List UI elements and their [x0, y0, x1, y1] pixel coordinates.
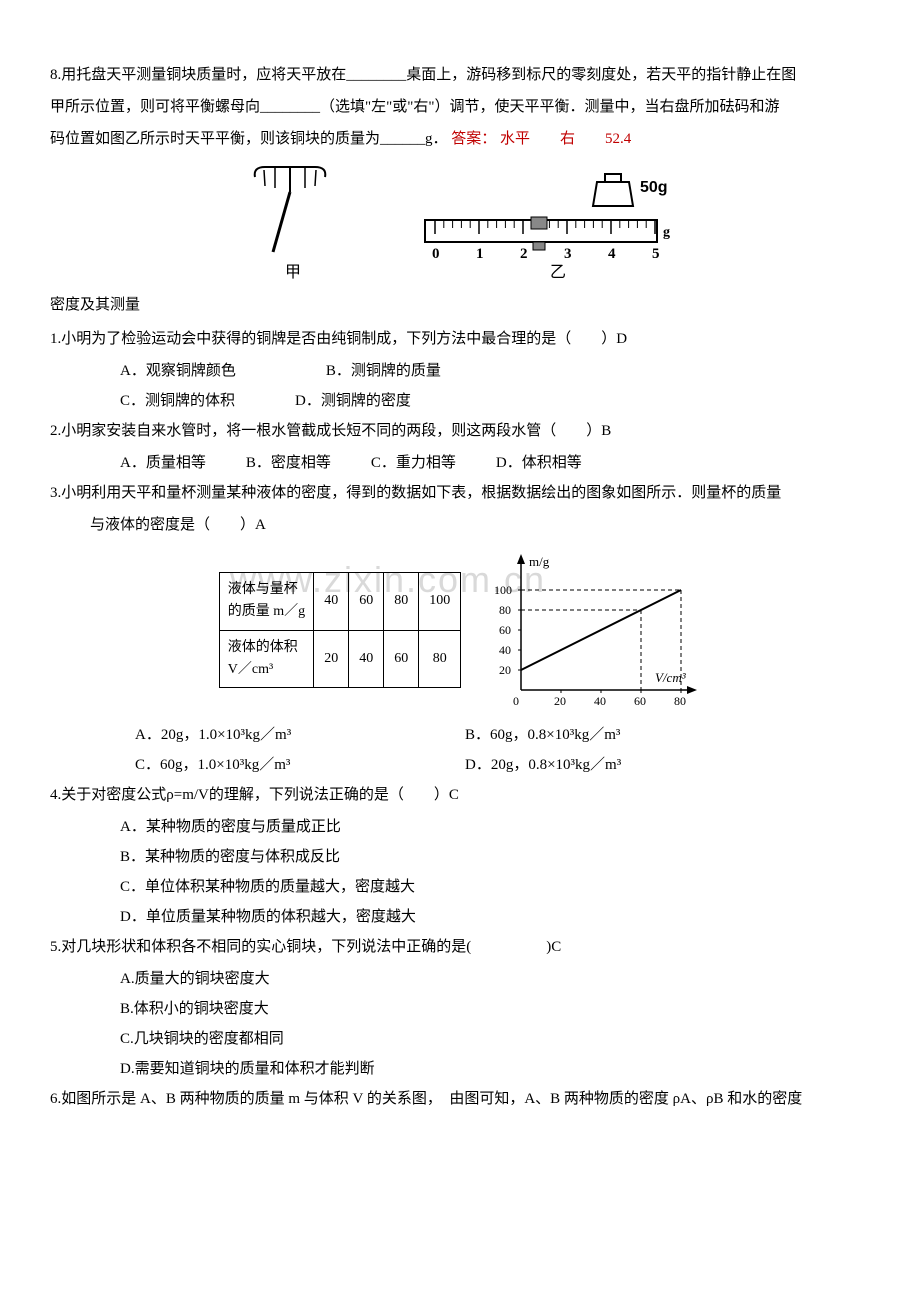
- s2q1-optC: C．测铜牌的体积: [120, 386, 235, 416]
- s2q3-optB: B．60g，0.8×10³kg／m³: [465, 720, 620, 750]
- s2q5-optB: B.体积小的铜块密度大: [50, 994, 870, 1024]
- s2q5-line: 5.对几块形状和体积各不相同的实心铜块，下列说法中正确的是( )C: [50, 932, 870, 962]
- s2q3-line: 3.小明利用天平和量杯测量某种液体的密度，得到的数据如下表，根据数据绘出的图象如…: [50, 478, 870, 508]
- s2q3-opts-cd: C．60g，1.0×10³kg／m³ D．20g，0.8×10³kg／m³: [50, 750, 870, 780]
- data-table: 液体与量杯 的质量 m／g 40 60 80 100 液体的体积 V／cm³ 2…: [219, 572, 461, 689]
- weight-label: 50g: [640, 179, 668, 196]
- ytick-60: 60: [499, 623, 511, 637]
- q8-line-c: 码位置如图乙所示时天平平衡，则该铜块的质量为______g． 答案： 水平 右 …: [50, 124, 870, 154]
- table-r2c3: 60: [384, 630, 419, 688]
- table-row2-label: 液体的体积 V／cm³: [219, 630, 313, 688]
- ytick-20: 20: [499, 663, 511, 677]
- ruler-tick-2: 2: [520, 246, 528, 262]
- figure-jia: 甲: [235, 162, 345, 282]
- ruler-tick-4: 4: [608, 246, 616, 262]
- table-r2c4: 80: [419, 630, 461, 688]
- s2q5-optC: C.几块铜块的密度都相同: [50, 1024, 870, 1054]
- figure-row-1: 甲 50g 0 1 2 3 4: [50, 162, 870, 282]
- section2-title: 密度及其测量: [50, 290, 870, 320]
- ruler-tick-0: 0: [432, 246, 440, 262]
- origin-0: 0: [513, 694, 519, 708]
- ruler-tick-5: 5: [652, 246, 660, 262]
- ytick-40: 40: [499, 643, 511, 657]
- s2q6-line: 6.如图所示是 A、B 两种物质的质量 m 与体积 V 的关系图， 由图可知，A…: [50, 1084, 870, 1114]
- q8-line-a: 8.用托盘天平测量铜块质量时，应将天平放在________桌面上，游码移到标尺的…: [50, 60, 870, 90]
- jia-label: 甲: [285, 264, 301, 281]
- s2q3-line2: 与液体的密度是（ ）A: [50, 510, 870, 540]
- row2-label-b: V／cm³: [228, 662, 273, 677]
- table-chart-row: 液体与量杯 的质量 m／g 40 60 80 100 液体的体积 V／cm³ 2…: [50, 550, 870, 710]
- s2q1-optB: B．测铜牌的质量: [326, 356, 441, 386]
- s2q3-opts-ab: A．20g，1.0×10³kg／m³ B．60g，0.8×10³kg／m³: [50, 720, 870, 750]
- s2q2-opts: A．质量相等 B．密度相等 C．重力相等 D．体积相等: [50, 448, 870, 478]
- table-r2c1: 20: [314, 630, 349, 688]
- s2q3-optA: A．20g，1.0×10³kg／m³: [135, 720, 465, 750]
- q8-line-b: 甲所示位置，则可将平衡螺母向________（选填"左"或"右"）调节，使天平平…: [50, 92, 870, 122]
- s2q1-optD: D．测铜牌的密度: [295, 386, 411, 416]
- s2q4-optC: C．单位体积某种物质的质量越大，密度越大: [50, 872, 870, 902]
- s2q2-optA: A．质量相等: [120, 448, 206, 478]
- s2q1-opts-cd: C．测铜牌的体积 D．测铜牌的密度: [50, 386, 870, 416]
- xtick-60: 60: [634, 694, 646, 708]
- s2q4-optD: D．单位质量某种物质的体积越大，密度越大: [50, 902, 870, 932]
- s2q2-optB: B．密度相等: [246, 448, 331, 478]
- table-r1c4: 100: [419, 572, 461, 630]
- s2q5-optD: D.需要知道铜块的质量和体积才能判断: [50, 1054, 870, 1084]
- s2q3-optC: C．60g，1.0×10³kg／m³: [135, 750, 465, 780]
- q8-answer-label: 答案：: [451, 131, 496, 147]
- yi-label: 乙: [550, 264, 566, 281]
- ruler-tick-3: 3: [564, 246, 572, 262]
- row2-label-a: 液体的体积: [228, 640, 298, 655]
- s2q2-optD: D．体积相等: [496, 448, 582, 478]
- q8-line-c-prefix: 码位置如图乙所示时天平平衡，则该铜块的质量为______g．: [50, 131, 448, 147]
- s2q1-opts-ab: A．观察铜牌颜色 B．测铜牌的质量: [50, 356, 870, 386]
- s2q4-optA: A．某种物质的密度与质量成正比: [50, 812, 870, 842]
- table-r1c1: 40: [314, 572, 349, 630]
- ytick-100: 100: [494, 583, 512, 597]
- s2q2-line: 2.小明家安装自来水管时，将一根水管截成长短不同的两段，则这两段水管（ ）B: [50, 416, 870, 446]
- s2q4-optB: B．某种物质的密度与体积成反比: [50, 842, 870, 872]
- s2q3-optD: D．20g，0.8×10³kg／m³: [465, 750, 621, 780]
- ruler-tick-1: 1: [476, 246, 484, 262]
- s2q5-optA: A.质量大的铜块密度大: [50, 964, 870, 994]
- xtick-20: 20: [554, 694, 566, 708]
- table-r2c2: 40: [349, 630, 384, 688]
- mv-chart: 20 40 60 80 100 20 40 60 80 0 m/g V/cm³: [491, 550, 701, 710]
- s2q2-optC: C．重力相等: [371, 448, 456, 478]
- ytick-80: 80: [499, 603, 511, 617]
- xtick-80: 80: [674, 694, 686, 708]
- figure-yi: 50g 0 1 2 3 4 5 g 乙: [405, 162, 685, 282]
- row1-label-b: 的质量 m／g: [228, 604, 305, 619]
- xlabel: V/cm³: [655, 670, 687, 685]
- s2q1-optA: A．观察铜牌颜色: [120, 356, 236, 386]
- s2q1-line: 1.小明为了检验运动会中获得的铜牌是否由纯铜制成，下列方法中最合理的是（ ）D: [50, 324, 870, 354]
- table-r1c2: 60: [349, 572, 384, 630]
- ylabel: m/g: [529, 554, 550, 569]
- s2q4-line: 4.关于对密度公式ρ=m/V的理解，下列说法正确的是（ ）C: [50, 780, 870, 810]
- table-row1-label: 液体与量杯 的质量 m／g: [219, 572, 313, 630]
- row1-label-a: 液体与量杯: [228, 582, 298, 597]
- xtick-40: 40: [594, 694, 606, 708]
- ruler-unit: g: [663, 225, 670, 240]
- q8-answer: 水平 右 52.4: [500, 131, 631, 147]
- table-r1c3: 80: [384, 572, 419, 630]
